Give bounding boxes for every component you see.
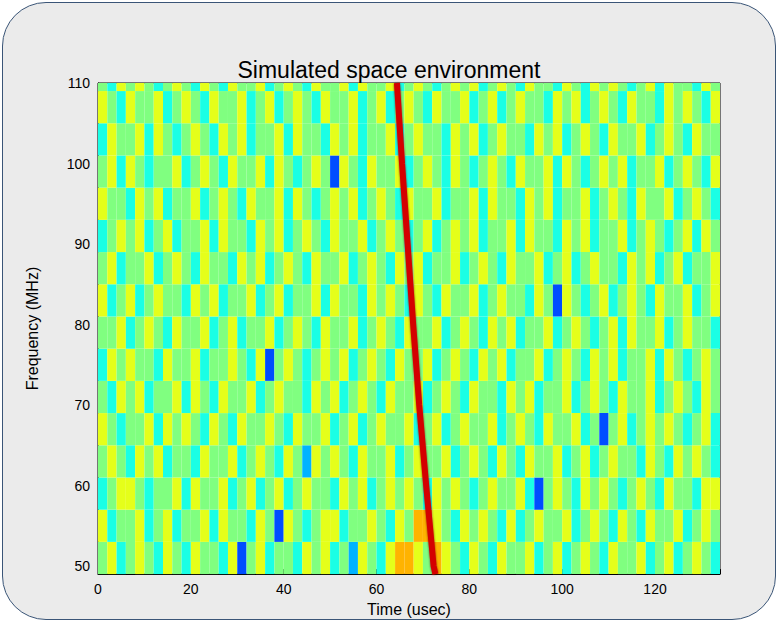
svg-text:Simulated space environment: Simulated space environment xyxy=(238,57,542,83)
svg-text:70: 70 xyxy=(74,397,90,413)
svg-text:40: 40 xyxy=(276,581,292,597)
svg-text:Time (usec): Time (usec) xyxy=(367,601,451,618)
svg-text:90: 90 xyxy=(74,236,90,252)
svg-text:Frequency (MHz): Frequency (MHz) xyxy=(24,267,41,391)
svg-text:80: 80 xyxy=(462,581,478,597)
svg-text:110: 110 xyxy=(68,75,91,91)
svg-text:20: 20 xyxy=(183,581,199,597)
svg-text:120: 120 xyxy=(643,581,667,597)
svg-text:50: 50 xyxy=(74,558,90,574)
svg-text:80: 80 xyxy=(74,317,90,333)
svg-text:60: 60 xyxy=(369,581,385,597)
svg-text:0: 0 xyxy=(94,581,102,597)
svg-text:100: 100 xyxy=(550,581,574,597)
svg-text:60: 60 xyxy=(74,478,90,494)
svg-text:100: 100 xyxy=(67,156,91,172)
